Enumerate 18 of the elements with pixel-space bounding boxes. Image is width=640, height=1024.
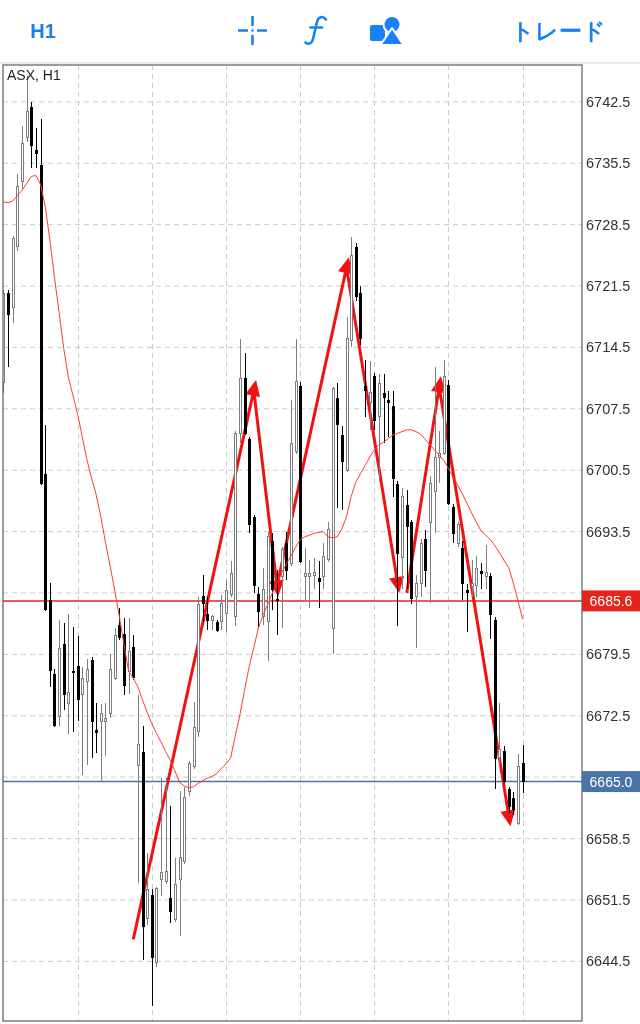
chart-title: ASX, H1 — [7, 67, 61, 83]
y-tick-label: 6742.5 — [586, 93, 631, 110]
y-tick-label: 6721.5 — [586, 278, 631, 295]
text: H1 — [30, 20, 56, 42]
y-tick-label: 6728.5 — [586, 216, 631, 233]
y-tick-label: 6707.5 — [586, 400, 631, 417]
y-tick-label: 6700.5 — [586, 462, 631, 479]
y-tick-label: 6658.5 — [586, 830, 631, 847]
ref-line-label: 6665.0 — [589, 773, 633, 790]
text: トレード — [511, 18, 606, 44]
y-tick-label: 6714.5 — [586, 339, 631, 356]
y-tick-label: 6651.5 — [586, 891, 631, 908]
ref-line-label: 6685.6 — [589, 592, 633, 609]
y-tick-label: 6679.5 — [586, 646, 631, 663]
y-tick-label: 6735.5 — [586, 155, 631, 172]
y-tick-label: 6672.5 — [586, 707, 631, 724]
y-tick-label: 6693.5 — [586, 523, 631, 540]
y-tick-label: 6644.5 — [586, 953, 631, 970]
